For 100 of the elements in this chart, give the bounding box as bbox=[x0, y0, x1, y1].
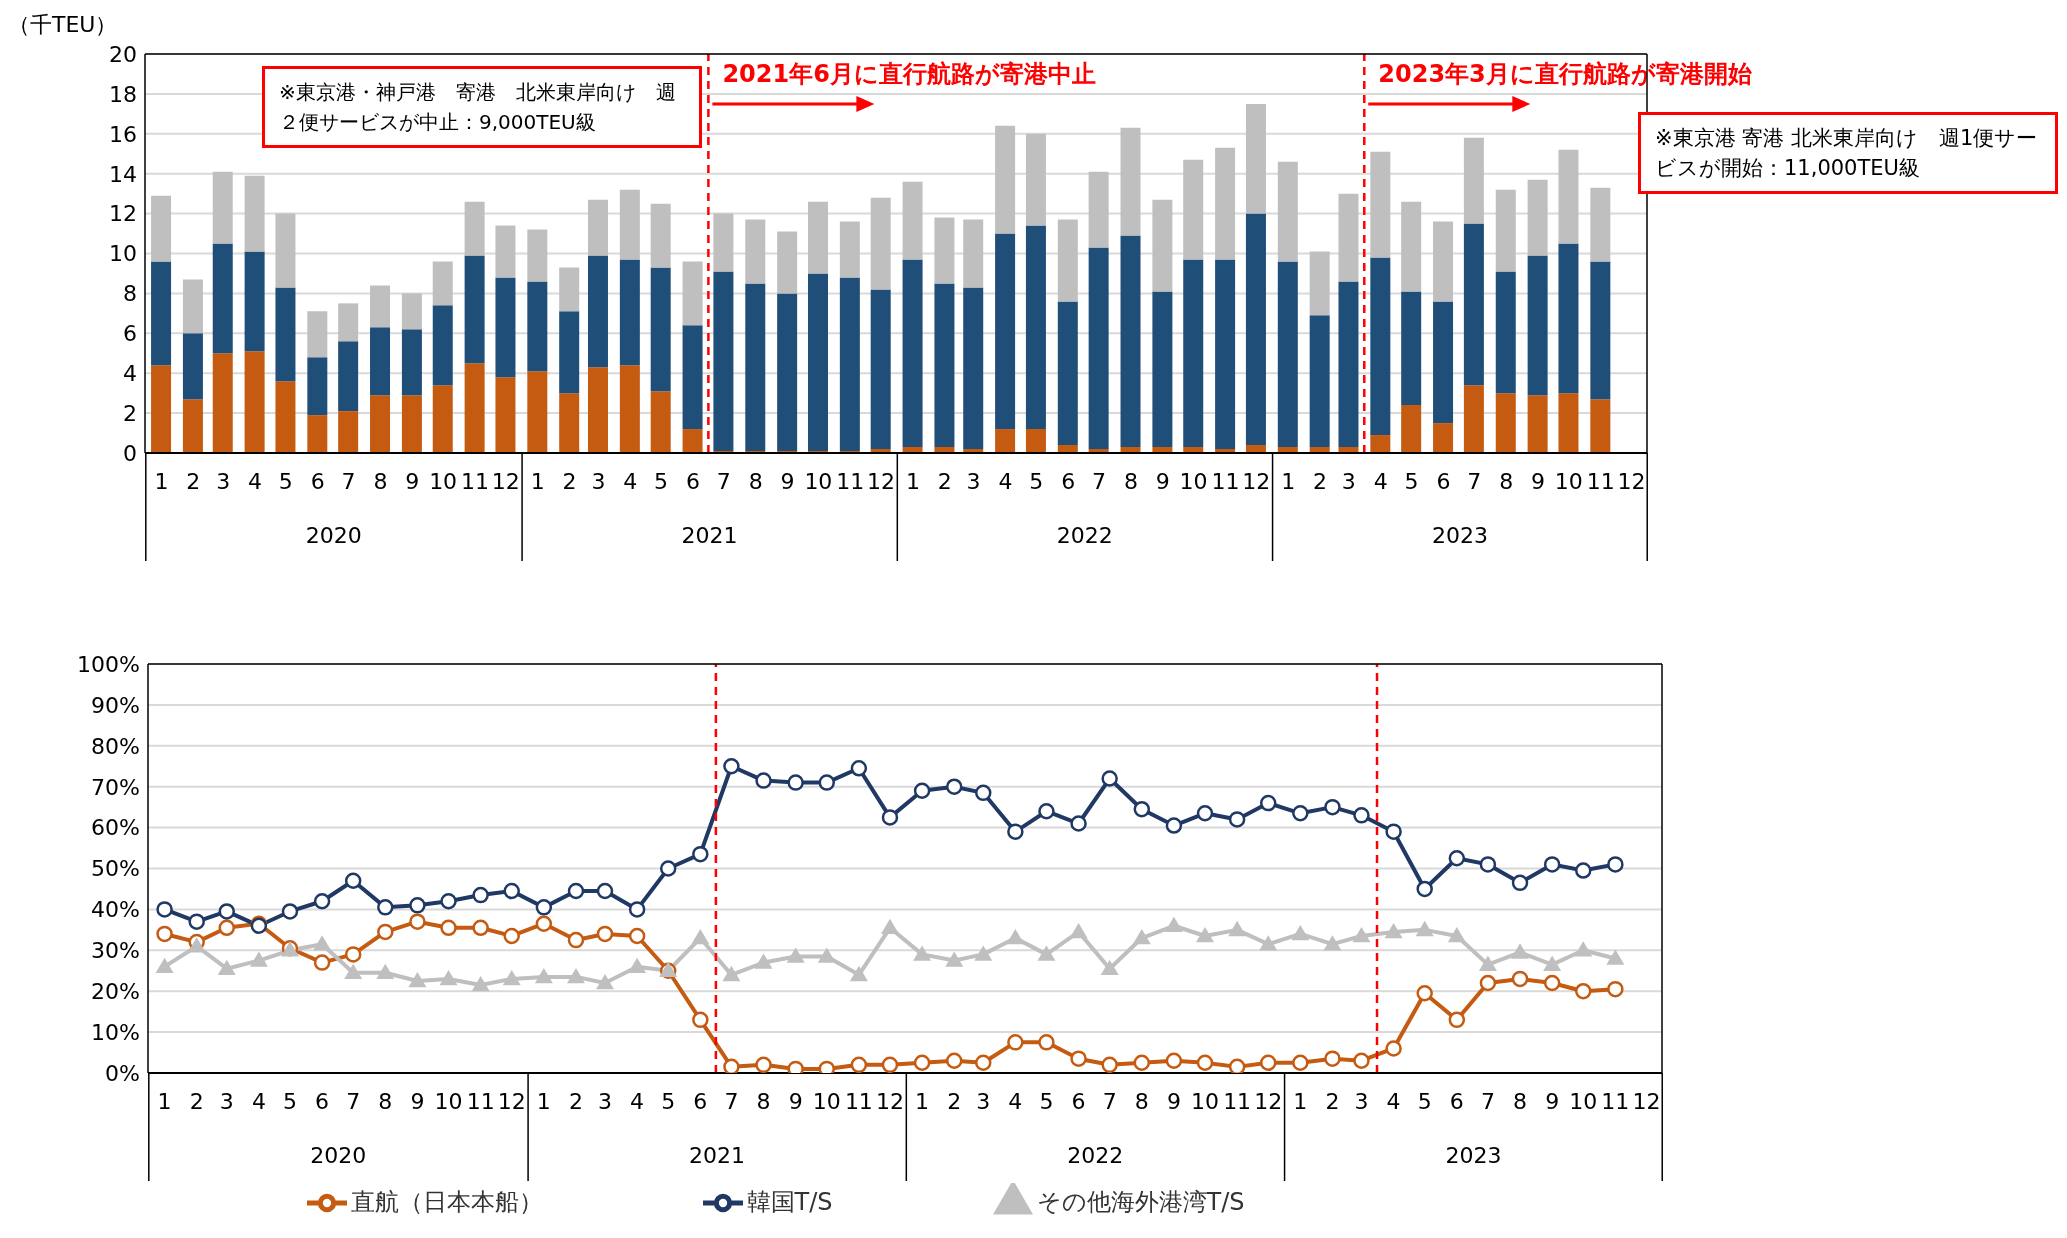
x-tick-label: 1 bbox=[530, 469, 545, 494]
y-tick-label: 20% bbox=[91, 979, 140, 1005]
x-tick-label: 2 bbox=[189, 1089, 204, 1114]
x-tick-label: 2 bbox=[937, 469, 952, 494]
x-tick-label: 6 bbox=[1436, 469, 1451, 494]
x-tick-label: 2 bbox=[568, 1089, 583, 1114]
x-tick-label: 12 bbox=[497, 1089, 526, 1114]
y-tick-label: 0 bbox=[123, 440, 137, 466]
text: 2020 bbox=[305, 523, 362, 548]
x-tick-label: 5 bbox=[654, 469, 669, 494]
x-tick-label: 2 bbox=[1325, 1089, 1340, 1114]
x-tick-label: 6 bbox=[693, 1089, 708, 1114]
x-tick-label: 5 bbox=[282, 1089, 297, 1114]
x-tick-label: 3 bbox=[966, 469, 981, 494]
x-tick-label: 9 bbox=[1155, 469, 1170, 494]
x-tick-label: 8 bbox=[1123, 469, 1138, 494]
x-tick-label: 12 bbox=[1242, 469, 1271, 494]
y-tick-label: 2 bbox=[123, 400, 137, 426]
x-tick-label: 1 bbox=[905, 469, 920, 494]
x-tick-label: 4 bbox=[998, 469, 1013, 494]
x-tick-label: 3 bbox=[1341, 469, 1356, 494]
x-tick-label: 11 bbox=[1586, 469, 1615, 494]
y-tick-label: 12 bbox=[109, 201, 137, 227]
x-tick-label: 9 bbox=[780, 469, 795, 494]
y-axis-title: （千TEU） bbox=[8, 11, 118, 39]
y-tick-label: 20 bbox=[109, 41, 137, 67]
x-tick-label: 7 bbox=[724, 1089, 739, 1114]
x-tick-label: 8 bbox=[1134, 1089, 1149, 1114]
y-tick-label: 16 bbox=[109, 121, 137, 147]
x-tick-label: 1 bbox=[536, 1089, 551, 1114]
text: ※東京港 寄港 北米東岸向け 週1便サービスが開始：11,000TEU級 bbox=[1638, 112, 2058, 194]
x-tick-label: 12 bbox=[1254, 1089, 1283, 1114]
x-tick-label: 2 bbox=[186, 469, 201, 494]
y-tick-label: 100% bbox=[77, 651, 140, 677]
x-tick-label: 10 bbox=[1179, 469, 1208, 494]
x-tick-label: 5 bbox=[1029, 469, 1044, 494]
text: 2023 bbox=[1431, 523, 1488, 548]
x-tick-label: 9 bbox=[405, 469, 420, 494]
legend-label: その他海外港湾T/S bbox=[1036, 1188, 1245, 1216]
x-tick-label: 8 bbox=[378, 1089, 393, 1114]
x-tick-label: 10 bbox=[804, 469, 833, 494]
x-tick-label: 4 bbox=[623, 469, 638, 494]
y-tick-label: 4 bbox=[123, 361, 137, 387]
text: 2022 bbox=[1056, 523, 1113, 548]
text: 2021 bbox=[681, 523, 738, 548]
x-tick-label: 8 bbox=[373, 469, 388, 494]
x-tick-label: 1 bbox=[1293, 1089, 1308, 1114]
x-tick-label: 7 bbox=[341, 469, 356, 494]
x-tick-label: 8 bbox=[748, 469, 763, 494]
x-tick-label: 9 bbox=[1166, 1089, 1181, 1114]
x-tick-label: 10 bbox=[1569, 1089, 1598, 1114]
x-tick-label: 5 bbox=[661, 1089, 676, 1114]
x-tick-label: 10 bbox=[1191, 1089, 1219, 1114]
x-tick-label: 9 bbox=[1545, 1089, 1560, 1114]
y-tick-label: 6 bbox=[123, 321, 137, 347]
x-tick-label: 12 bbox=[491, 469, 520, 494]
x-tick-label: 5 bbox=[1404, 469, 1419, 494]
x-tick-label: 4 bbox=[1386, 1089, 1401, 1114]
x-tick-label: 9 bbox=[1531, 469, 1546, 494]
x-tick-label: 3 bbox=[216, 469, 231, 494]
x-tick-label: 11 bbox=[1211, 469, 1240, 494]
x-tick-label: 2 bbox=[947, 1089, 962, 1114]
x-tick-label: 11 bbox=[844, 1089, 873, 1114]
x-tick-label: 8 bbox=[1513, 1089, 1528, 1114]
x-tick-label: 3 bbox=[598, 1089, 612, 1114]
text: 2020 bbox=[310, 1143, 367, 1168]
x-tick-label: 11 bbox=[1601, 1089, 1630, 1114]
x-tick-label: 4 bbox=[248, 469, 262, 494]
legend-label: 韓国T/S bbox=[746, 1188, 833, 1216]
x-tick-label: 11 bbox=[836, 469, 865, 494]
y-tick-label: 90% bbox=[91, 692, 140, 718]
x-tick-label: 4 bbox=[251, 1089, 266, 1114]
x-tick-label: 2 bbox=[562, 469, 577, 494]
y-tick-label: 14 bbox=[109, 161, 137, 187]
x-tick-label: 1 bbox=[157, 1089, 172, 1114]
x-tick-label: 11 bbox=[466, 1089, 495, 1114]
x-tick-label: 12 bbox=[1632, 1089, 1661, 1114]
x-tick-label: 10 bbox=[812, 1089, 841, 1114]
x-tick-label: 6 bbox=[1071, 1089, 1086, 1114]
x-tick-label: 4 bbox=[1373, 469, 1388, 494]
x-tick-label: 9 bbox=[410, 1089, 425, 1114]
text: 2021 bbox=[688, 1143, 745, 1168]
x-tick-label: 2 bbox=[1313, 469, 1328, 494]
x-tick-label: 5 bbox=[1417, 1089, 1432, 1114]
x-tick-label: 1 bbox=[1281, 469, 1296, 494]
x-tick-label: 10 bbox=[1554, 469, 1583, 494]
x-tick-label: 6 bbox=[1061, 469, 1076, 494]
x-tick-label: 3 bbox=[1354, 1089, 1369, 1114]
y-tick-label: 18 bbox=[109, 81, 137, 107]
text: 2022 bbox=[1067, 1143, 1124, 1168]
x-tick-label: 12 bbox=[875, 1089, 904, 1114]
x-tick-label: 5 bbox=[1039, 1089, 1054, 1114]
x-tick-label: 1 bbox=[915, 1089, 930, 1114]
x-tick-label: 8 bbox=[756, 1089, 771, 1114]
x-tick-label: 6 bbox=[1449, 1089, 1464, 1114]
y-tick-label: 70% bbox=[91, 774, 140, 800]
text: 2023 bbox=[1445, 1143, 1502, 1168]
y-tick-label: 80% bbox=[91, 733, 140, 759]
y-tick-label: 60% bbox=[91, 815, 140, 841]
x-tick-label: 11 bbox=[461, 469, 490, 494]
